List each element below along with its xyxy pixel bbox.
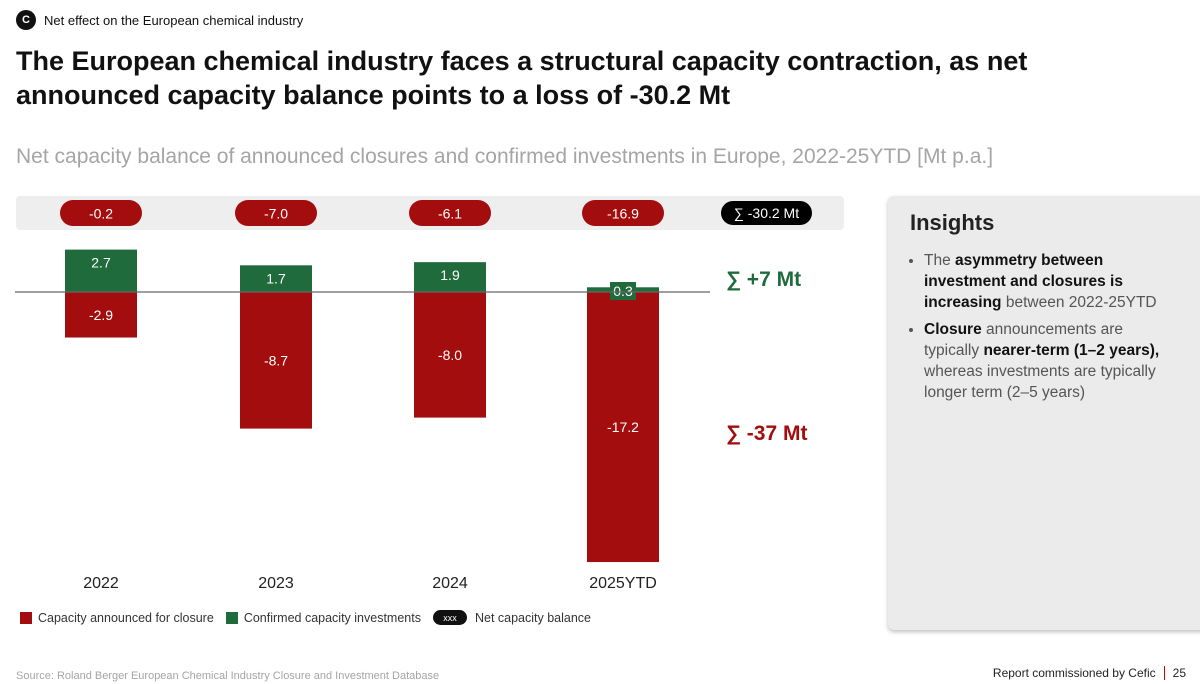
- footer-text: Report commissioned by Cefic: [992, 666, 1156, 680]
- insight-item-asymmetry: The asymmetry between investment and clo…: [924, 250, 1174, 313]
- category-label-2024: 2024: [432, 575, 468, 592]
- closure-label-2022: -2.9: [89, 307, 113, 323]
- net-balance-label-2023: -7.0: [264, 206, 288, 222]
- net-balance-label-2022: -0.2: [89, 206, 113, 222]
- total-balance-label: ∑ -30.2 Mt: [734, 205, 799, 221]
- closure-bar-2025YTD: [587, 292, 659, 563]
- net-balance-label-2024: -6.1: [438, 206, 462, 222]
- net-balance-pill-2025YTD: [582, 200, 664, 226]
- category-label-2022: 2022: [83, 575, 119, 592]
- category-label-2025YTD: 2025YTD: [589, 575, 657, 592]
- net-balance-pill-2023: [235, 200, 317, 226]
- investment-label-2025YTD: 0.3: [613, 283, 633, 299]
- insight-text: between 2022-25YTD: [1001, 294, 1157, 311]
- insight-item-closure: Closure announcements are typically near…: [924, 319, 1174, 403]
- capacity-chart: -0.2 -2.9 2.7 2022 -7.0 -8.7 1.7 2023 -6.1 -8.0 1.…: [15, 200, 812, 592]
- investment-bar-2022: [65, 249, 137, 292]
- legend-pill-net: xxx: [432, 610, 467, 625]
- section-badge: C: [16, 10, 36, 30]
- investment-bar-2023: [240, 265, 312, 292]
- closure-label-2023: -8.7: [264, 352, 288, 368]
- chart-title: Net capacity balance of announced closur…: [16, 145, 994, 168]
- footer-divider: [1163, 666, 1165, 680]
- closure-bar-2022: [65, 292, 137, 338]
- insights-title: Insights: [910, 210, 995, 235]
- insight-emphasis: nearer-term (1–2 years),: [983, 342, 1160, 359]
- net-balance-label-2025YTD: -16.9: [607, 206, 639, 222]
- closure-bar-2023: [240, 292, 312, 429]
- closure-bar-2024: [414, 292, 486, 418]
- closure-sum-label: ∑ -37 Mt: [726, 422, 807, 445]
- net-balance-pill-2024: [409, 200, 491, 226]
- legend-label-net: Net capacity balance: [474, 610, 592, 625]
- category-label-2023: 2023: [258, 575, 294, 592]
- page-number: 25: [1172, 666, 1186, 680]
- legend-swatch-investment: [225, 611, 238, 624]
- legend-item-net: xxx Net capacity balance: [432, 610, 592, 625]
- section-label: Net effect on the European chemical indu…: [44, 12, 304, 28]
- chart-legend: Capacity announced for closure Confirmed…: [20, 610, 603, 625]
- investment-label-box-2025YTD: [610, 282, 636, 300]
- closure-label-2024: -8.0: [438, 347, 462, 363]
- net-balance-pill-2022: [60, 200, 142, 226]
- insight-text: The: [924, 252, 956, 269]
- insight-emphasis: Closure: [924, 321, 982, 338]
- legend-label-closure: Capacity announced for closure: [38, 610, 214, 625]
- legend-item-investment: Confirmed capacity investments: [225, 610, 421, 625]
- investment-bar-2024: [414, 262, 486, 292]
- insight-text: announcements are typically: [924, 321, 1124, 359]
- closure-label-2025YTD: -17.2: [607, 419, 639, 435]
- investment-label-2023: 1.7: [266, 270, 286, 286]
- insight-emphasis: asymmetry between investment and closure…: [924, 252, 1123, 311]
- footer: Report commissioned by Cefic 25: [993, 666, 1186, 680]
- total-balance-pill: [721, 201, 812, 225]
- legend-swatch-closure: [20, 611, 32, 624]
- investment-label-2024: 1.9: [440, 267, 460, 283]
- insights-list: The asymmetry between investment and clo…: [910, 250, 1174, 409]
- investment-label-2022: 2.7: [91, 255, 111, 271]
- source-note: Source: Roland Berger European Chemical …: [16, 670, 440, 682]
- section-tag: C Net effect on the European chemical in…: [16, 10, 303, 30]
- insight-text: whereas investments are typically longer…: [924, 363, 1156, 401]
- legend-label-investment: Confirmed capacity investments: [243, 610, 421, 625]
- investment-sum-label: ∑ +7 Mt: [726, 268, 801, 291]
- insights-panel: Insights The asymmetry between investmen…: [888, 196, 1200, 630]
- page-title: The European chemical industry faces a s…: [16, 46, 1028, 110]
- legend-item-closure: Capacity announced for closure: [20, 611, 214, 625]
